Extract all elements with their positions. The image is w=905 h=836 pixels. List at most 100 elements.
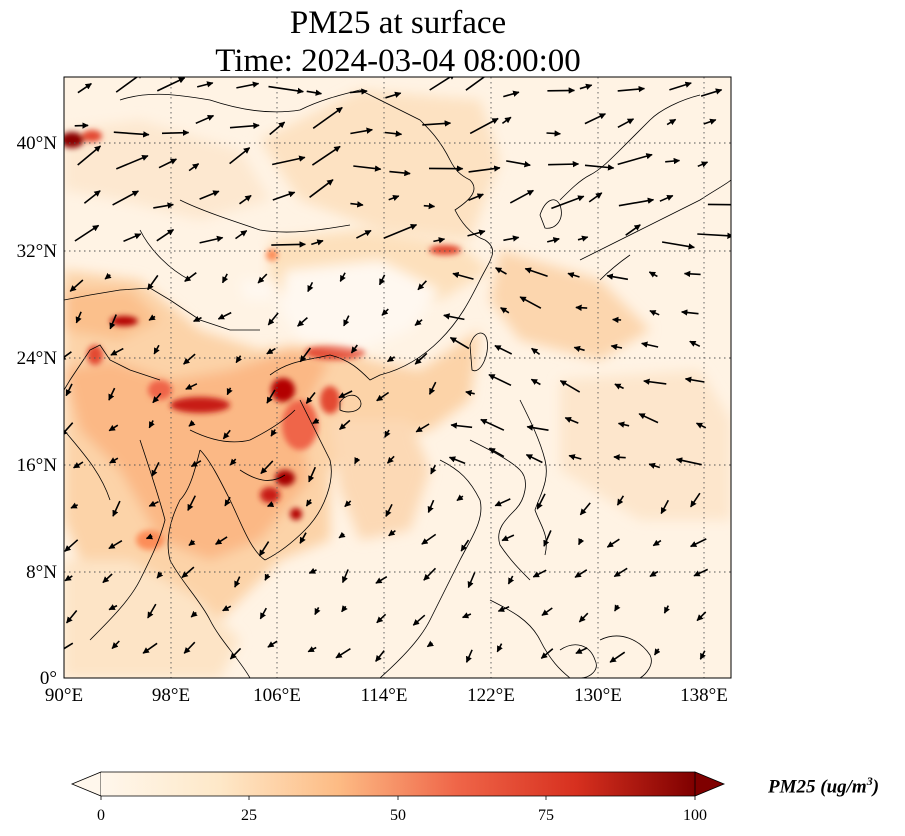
wind-arrow bbox=[503, 235, 520, 242]
wind-arrow bbox=[519, 296, 542, 309]
wind-arrow bbox=[102, 573, 113, 584]
wind-arrow bbox=[153, 202, 174, 209]
wind-arrow bbox=[449, 336, 470, 350]
wind-arrow bbox=[617, 85, 646, 93]
wind-arrow bbox=[689, 340, 701, 348]
wind-arrow bbox=[428, 381, 437, 395]
wind-arrow bbox=[183, 641, 196, 654]
wind-arrow bbox=[229, 122, 260, 129]
gridlines bbox=[64, 77, 731, 678]
y-tick-label: 0° bbox=[40, 668, 57, 689]
wind-arrow bbox=[217, 311, 232, 320]
wind-arrow bbox=[311, 145, 341, 166]
map-area bbox=[64, 77, 731, 678]
wind-arrow bbox=[501, 534, 515, 542]
wind-arrow bbox=[185, 383, 198, 390]
wind-vectors bbox=[64, 77, 731, 663]
wind-arrow bbox=[465, 649, 473, 663]
wind-arrow bbox=[540, 648, 554, 660]
wind-arrow bbox=[567, 272, 580, 279]
wind-arrow bbox=[467, 229, 486, 237]
wind-arrow bbox=[338, 531, 346, 539]
wind-arrow bbox=[258, 541, 270, 557]
wind-arrow bbox=[64, 422, 74, 436]
colorbar-tick-label: 75 bbox=[538, 807, 554, 824]
wind-arrow bbox=[423, 567, 437, 581]
wind-arrow bbox=[272, 155, 306, 166]
wind-arrow bbox=[193, 315, 202, 323]
wind-arrow bbox=[354, 457, 361, 465]
wind-arrow bbox=[260, 460, 274, 475]
wind-arrow bbox=[153, 344, 160, 355]
y-axis: 0° 8°N 16°N 24°N 32°N 40°N bbox=[17, 133, 58, 689]
wind-arrow bbox=[142, 642, 158, 654]
wind-arrow bbox=[648, 462, 661, 469]
colorbar-gradient bbox=[101, 772, 695, 796]
wind-arrow bbox=[465, 77, 486, 91]
wind-arrow bbox=[234, 576, 241, 588]
wind-arrow bbox=[468, 165, 501, 173]
wind-arrow bbox=[652, 539, 662, 547]
wind-arrow bbox=[306, 89, 323, 96]
wind-arrow bbox=[75, 311, 82, 324]
colorbar: 0 25 50 75 100 bbox=[70, 771, 726, 824]
wind-arrow bbox=[161, 129, 190, 136]
wind-arrow bbox=[462, 612, 472, 619]
wind-arrow bbox=[215, 536, 228, 545]
wind-arrow bbox=[305, 392, 316, 404]
wind-arrow bbox=[381, 308, 389, 316]
wind-arrow bbox=[188, 420, 196, 427]
wind-arrow bbox=[421, 533, 437, 545]
wind-arrow bbox=[299, 532, 307, 544]
wind-arrow bbox=[267, 312, 279, 326]
wind-arrow bbox=[427, 499, 435, 513]
wind-arrow bbox=[147, 274, 159, 291]
wind-arrow bbox=[156, 571, 164, 579]
wind-arrow bbox=[64, 539, 79, 552]
wind-arrow bbox=[267, 501, 275, 508]
wind-arrow bbox=[308, 567, 317, 574]
wind-arrow bbox=[494, 344, 513, 355]
wind-arrow bbox=[65, 609, 78, 624]
wind-arrow bbox=[353, 165, 382, 172]
wind-arrow bbox=[65, 383, 73, 397]
wind-arrow bbox=[309, 179, 334, 198]
x-tick-label: 90°E bbox=[45, 685, 83, 706]
wind-arrow bbox=[350, 127, 373, 135]
wind-arrow bbox=[312, 106, 343, 129]
wind-arrow bbox=[429, 77, 456, 91]
wind-arrow bbox=[156, 77, 186, 92]
wind-arrow bbox=[386, 355, 396, 363]
wind-arrow bbox=[148, 314, 156, 321]
wind-arrow bbox=[575, 647, 588, 655]
wind-arrow bbox=[156, 228, 175, 242]
wind-arrow bbox=[341, 569, 349, 584]
y-tick-label: 32°N bbox=[17, 241, 58, 262]
x-tick-label: 106°E bbox=[253, 685, 301, 706]
wind-arrow bbox=[433, 237, 446, 244]
wind-arrow bbox=[109, 457, 119, 464]
wind-arrow bbox=[452, 271, 474, 280]
wind-arrow bbox=[271, 241, 306, 248]
wind-arrow bbox=[480, 418, 505, 431]
wind-arrow bbox=[229, 147, 251, 165]
wind-arrow bbox=[412, 614, 426, 626]
wind-arrow bbox=[307, 281, 314, 293]
wind-arrow bbox=[696, 611, 707, 622]
wind-arrow bbox=[388, 529, 396, 537]
x-axis: 90°E 98°E 106°E 114°E 122°E 130°E 138°E bbox=[45, 685, 728, 706]
wind-arrow bbox=[378, 274, 386, 286]
wind-arrow bbox=[74, 224, 100, 242]
wind-arrow bbox=[551, 195, 585, 210]
wind-arrow bbox=[500, 307, 510, 314]
wind-arrow bbox=[488, 447, 505, 458]
wind-arrow bbox=[579, 83, 593, 90]
wind-arrow bbox=[495, 267, 507, 275]
wind-arrow bbox=[465, 389, 475, 397]
colorbar-min-extend bbox=[70, 771, 102, 797]
wind-arrow bbox=[496, 643, 503, 653]
wind-arrow bbox=[568, 454, 582, 461]
wind-arrow bbox=[450, 422, 473, 429]
wind-arrow bbox=[616, 495, 625, 506]
wind-arrow bbox=[384, 130, 403, 137]
